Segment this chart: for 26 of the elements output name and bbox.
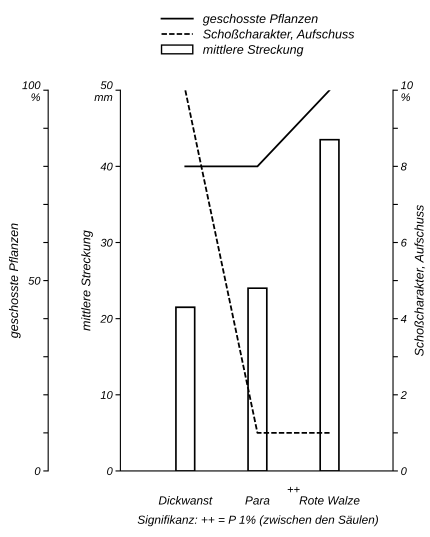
x-tick-label: Para (245, 496, 270, 505)
y2-tick-label: 4 (400, 315, 406, 323)
y-tick-label: 40 (100, 162, 113, 170)
y-tick-label: 30 (100, 238, 113, 247)
y-axis-title: mittlere Streckung (81, 230, 93, 331)
x-tick-label: Rote Walze (300, 496, 360, 505)
y2-tick-label: 0 (401, 467, 407, 476)
y2-tick-label: 10 % (400, 81, 413, 102)
legend-label: mittlere Streckung (202, 44, 304, 56)
x-tick-label: Dickwanst (158, 496, 213, 505)
y-tick-label: 20 (100, 314, 113, 323)
y3-tick-label: 100 % (22, 81, 40, 102)
y3-axis-title: geschosste Pflanzen (8, 223, 21, 338)
y3-tick-label: 50 (28, 276, 40, 285)
y-tick-label: 0 (107, 467, 113, 476)
y2-axis-title: Schoßcharakter, Aufschuss (414, 204, 426, 356)
y3-tick-label: 0 (34, 467, 40, 476)
legend-label: Schoßcharakter, Aufschuss (203, 29, 354, 40)
y-tick-label: 10 (100, 391, 113, 399)
y2-tick-label: 6 (401, 238, 407, 247)
legend-label: geschosste Pflanzen (202, 14, 318, 26)
text: Signifikanz: ++ = P 1% (zwischen den Säulen) (138, 515, 378, 526)
y2-tick-label: 8 (400, 162, 407, 170)
y-tick-label: 50 mm (94, 81, 113, 102)
y2-tick-label: 2 (400, 391, 407, 399)
text: ++ (288, 486, 300, 492)
